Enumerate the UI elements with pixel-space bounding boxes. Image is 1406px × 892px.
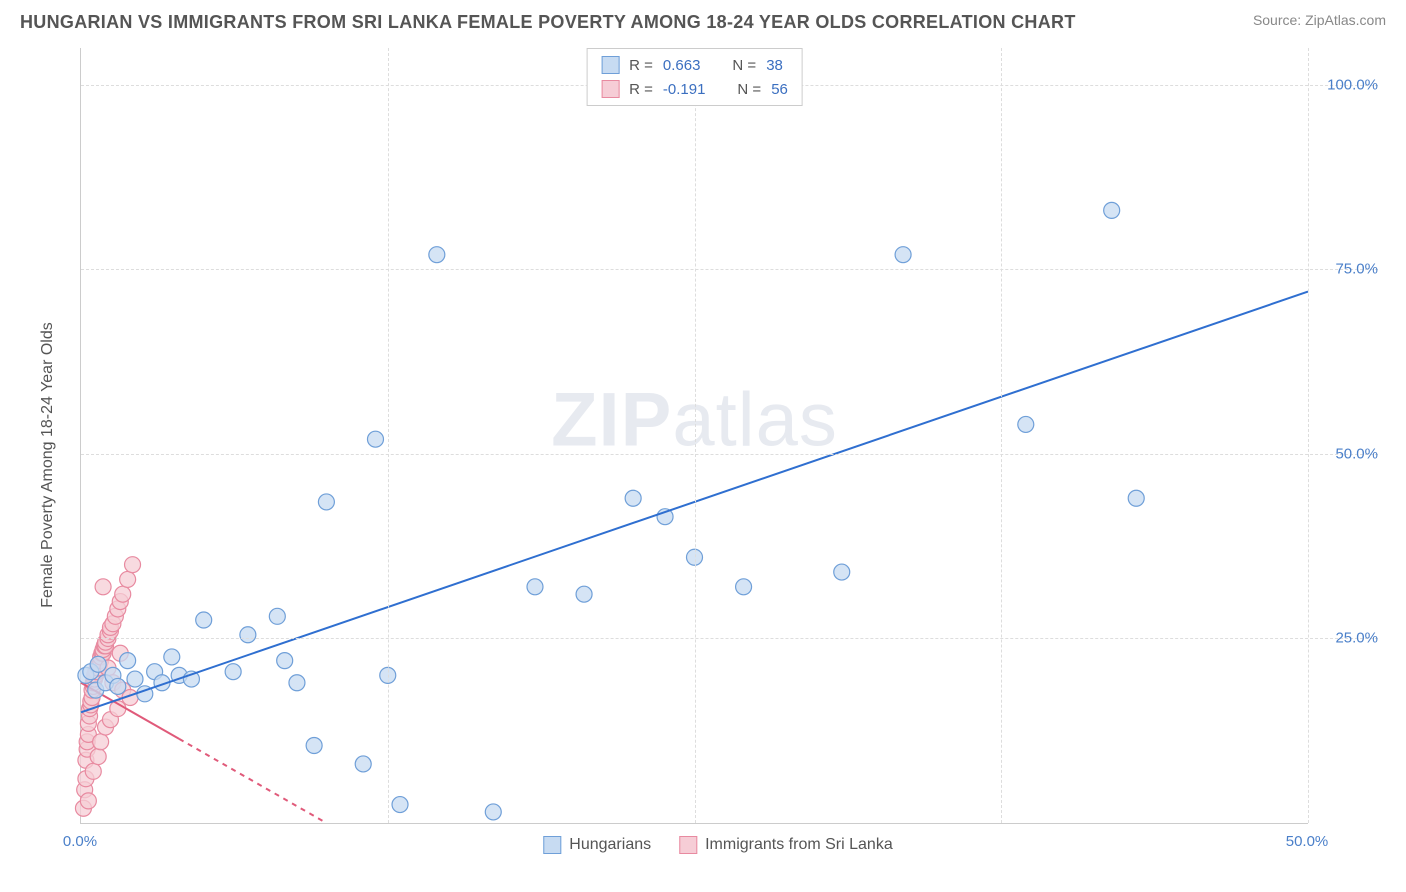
scatter-point — [485, 804, 501, 820]
scatter-point — [90, 656, 106, 672]
gridline-v — [695, 48, 696, 823]
scatter-point — [115, 586, 131, 602]
scatter-point — [527, 579, 543, 595]
scatter-point — [269, 608, 285, 624]
scatter-point — [80, 793, 96, 809]
scatter-point — [277, 653, 293, 669]
series-legend-label-1: Immigrants from Sri Lanka — [705, 836, 893, 854]
gridline-h — [81, 638, 1378, 639]
y-tick-label: 100.0% — [1318, 76, 1378, 93]
legend-r-label: R = — [629, 81, 653, 98]
scatter-point — [127, 671, 143, 687]
chart-header: HUNGARIAN VS IMMIGRANTS FROM SRI LANKA F… — [0, 0, 1406, 39]
legend-swatch-srilanka — [601, 80, 619, 98]
legend-r-label: R = — [629, 57, 653, 74]
legend-swatch-hungarians — [543, 836, 561, 854]
scatter-point — [895, 247, 911, 263]
correlation-legend-row-0: R = 0.663 N = 38 — [601, 53, 788, 77]
chart-container: Female Poverty Among 18-24 Year Olds ZIP… — [48, 48, 1388, 864]
series-legend: Hungarians Immigrants from Sri Lanka — [543, 836, 892, 854]
scatter-point — [367, 431, 383, 447]
gridline-h — [81, 454, 1378, 455]
scatter-point — [240, 627, 256, 643]
chart-title: HUNGARIAN VS IMMIGRANTS FROM SRI LANKA F… — [20, 12, 1076, 33]
scatter-point — [120, 571, 136, 587]
scatter-point — [90, 749, 106, 765]
series-legend-label-0: Hungarians — [569, 836, 651, 854]
series-legend-item-1: Immigrants from Sri Lanka — [679, 836, 893, 854]
gridline-v — [388, 48, 389, 823]
scatter-point — [110, 678, 126, 694]
gridline-v — [1001, 48, 1002, 823]
y-tick-label: 75.0% — [1318, 261, 1378, 278]
scatter-point — [576, 586, 592, 602]
correlation-legend-row-1: R = -0.191 N = 56 — [601, 77, 788, 101]
series-legend-item-0: Hungarians — [543, 836, 651, 854]
y-axis-label: Female Poverty Among 18-24 Year Olds — [39, 322, 57, 608]
scatter-point — [736, 579, 752, 595]
legend-n-value-0: 38 — [766, 57, 783, 74]
scatter-point — [392, 797, 408, 813]
y-tick-label: 50.0% — [1318, 445, 1378, 462]
scatter-point — [225, 664, 241, 680]
trend-line-dash — [179, 739, 326, 823]
x-tick-0: 0.0% — [63, 833, 97, 850]
scatter-point — [289, 675, 305, 691]
scatter-point — [355, 756, 371, 772]
correlation-legend: R = 0.663 N = 38 R = -0.191 N = 56 — [586, 48, 803, 106]
y-tick-label: 25.0% — [1318, 630, 1378, 647]
scatter-point — [125, 557, 141, 573]
scatter-point — [625, 490, 641, 506]
legend-swatch-srilanka — [679, 836, 697, 854]
legend-n-value-1: 56 — [771, 81, 788, 98]
legend-r-value-0: 0.663 — [663, 57, 701, 74]
legend-n-label: N = — [732, 57, 756, 74]
plot-area: ZIPatlas R = 0.663 N = 38 R = -0.191 N =… — [80, 48, 1308, 824]
scatter-point — [1128, 490, 1144, 506]
scatter-point — [1104, 202, 1120, 218]
scatter-point — [164, 649, 180, 665]
scatter-point — [85, 763, 101, 779]
scatter-point — [95, 579, 111, 595]
gridline-v — [1308, 48, 1309, 823]
scatter-point — [120, 653, 136, 669]
scatter-point — [318, 494, 334, 510]
gridline-h — [81, 269, 1378, 270]
chart-source: Source: ZipAtlas.com — [1253, 12, 1386, 28]
scatter-point — [429, 247, 445, 263]
scatter-point — [306, 738, 322, 754]
x-tick-1: 50.0% — [1286, 833, 1329, 850]
legend-n-label: N = — [737, 81, 761, 98]
scatter-point — [196, 612, 212, 628]
legend-r-value-1: -0.191 — [663, 81, 706, 98]
legend-swatch-hungarians — [601, 56, 619, 74]
scatter-point — [1018, 416, 1034, 432]
scatter-point — [93, 734, 109, 750]
scatter-point — [834, 564, 850, 580]
